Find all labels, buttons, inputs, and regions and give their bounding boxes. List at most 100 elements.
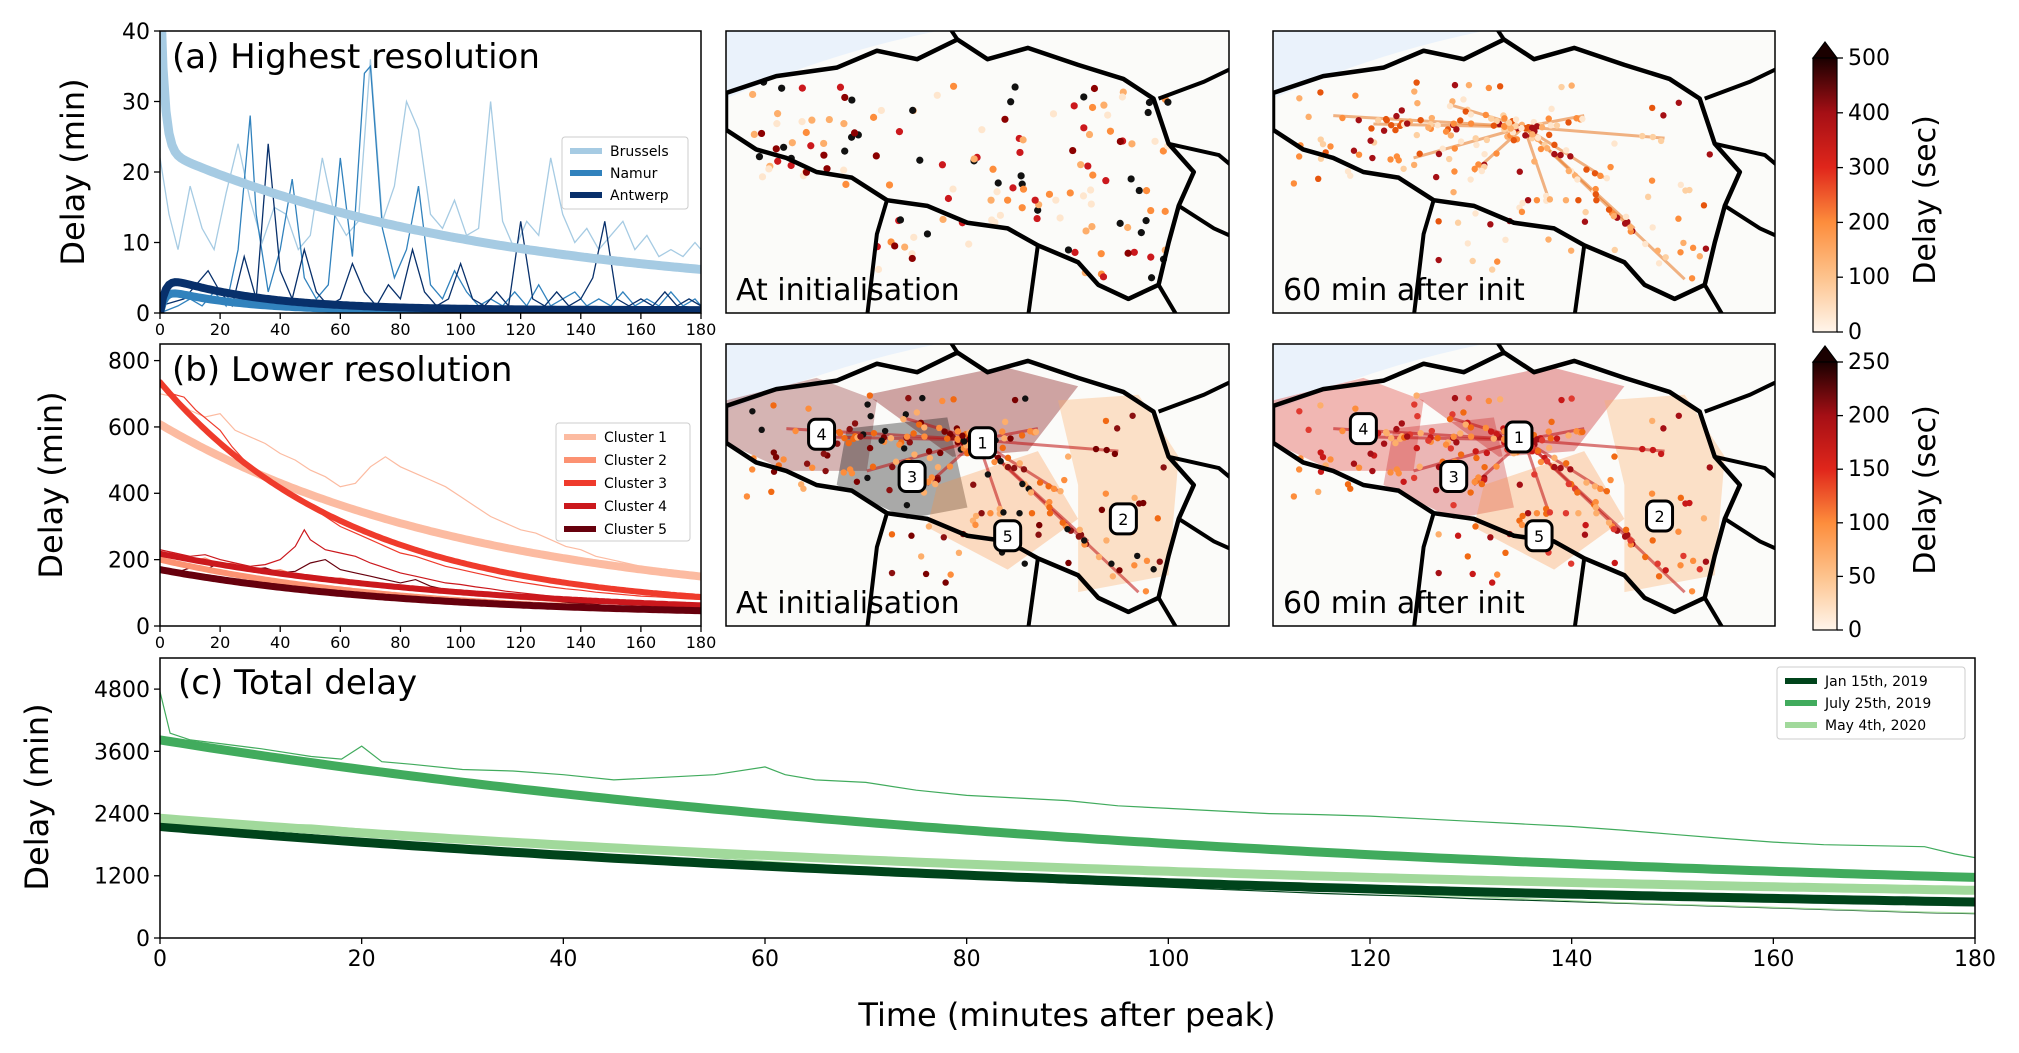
station-dot: [1435, 256, 1442, 264]
station-dot: [1315, 488, 1322, 496]
station-dot: [1142, 588, 1150, 595]
y-tick-label: 200: [108, 549, 150, 574]
panel-c-xlabel: Time (minutes after peak): [857, 996, 1275, 1034]
station-dot: [1545, 115, 1552, 122]
station-dot: [1568, 82, 1575, 89]
station-dot: [1124, 223, 1132, 232]
station-dot: [1428, 427, 1436, 435]
colorbar-tick-label: 200: [1848, 210, 1890, 235]
cluster-badge-label: 2: [1118, 510, 1128, 529]
station-dot: [1081, 537, 1088, 544]
station-dot: [1488, 266, 1496, 273]
station-dot: [994, 179, 1002, 187]
station-dot: [1460, 409, 1467, 416]
map-b-60min: 1 2 3 4 5 60 min after init: [1272, 343, 1776, 627]
station-dot: [1543, 145, 1551, 152]
station-dot: [1642, 240, 1649, 248]
fit-line-cluster-3: [160, 379, 701, 600]
cluster-badge: [1108, 502, 1138, 536]
station-dot: [840, 469, 847, 476]
x-tick-label: 140: [566, 320, 597, 339]
y-tick-label: 1200: [94, 865, 150, 890]
station-dot: [1655, 573, 1663, 580]
y-tick-label: 2400: [94, 802, 150, 827]
legend-entry: Cluster 1: [604, 430, 667, 446]
station-dot: [1478, 167, 1486, 175]
neighbour-border: [1723, 517, 1775, 551]
sea-area: [1273, 344, 1484, 412]
station-dot: [869, 113, 878, 121]
neighbour-border: [1412, 199, 1436, 313]
station-dot: [1551, 141, 1558, 149]
station-dot: [1082, 227, 1090, 235]
colorbar-gradient: [1812, 361, 1838, 631]
station-dot: [770, 402, 777, 409]
map-caption: At initialisation: [736, 586, 960, 621]
station-dot: [1457, 430, 1464, 437]
station-dot: [903, 501, 911, 509]
map-content: 1 2 3 4 5: [1273, 344, 1775, 626]
station-dot: [1472, 135, 1479, 142]
map-caption: At initialisation: [736, 273, 960, 308]
station-dot: [1128, 140, 1136, 148]
station-dot: [774, 157, 782, 165]
station-dot: [1567, 153, 1574, 160]
colorbar-label: Delay (sec): [1908, 405, 1943, 575]
station-dot: [792, 427, 799, 435]
station-dot: [1660, 425, 1667, 432]
station-dot: [864, 401, 871, 408]
station-dot: [1469, 257, 1476, 265]
station-dot: [1457, 138, 1465, 145]
station-dot: [947, 571, 954, 578]
station-dot: [1131, 494, 1138, 502]
station-dot: [1021, 560, 1028, 567]
station-dot: [949, 185, 957, 193]
station-dot: [1702, 558, 1710, 565]
station-dot: [1161, 207, 1169, 215]
station-dot: [940, 534, 947, 541]
station-dot: [1469, 570, 1476, 578]
x-tick-label: 20: [210, 633, 230, 652]
cluster-badge: [807, 417, 837, 451]
station-dot: [1103, 537, 1110, 544]
station-dot: [1649, 537, 1656, 544]
station-dot: [906, 439, 913, 446]
station-dot: [1531, 158, 1538, 165]
cluster-badge: [968, 426, 998, 460]
station-dot: [1558, 83, 1565, 91]
station-dot: [1080, 124, 1088, 132]
station-dot: [1621, 220, 1629, 227]
station-dot: [1639, 445, 1646, 453]
station-dot: [954, 428, 962, 435]
station-dot: [851, 420, 859, 427]
neighbour-border: [1026, 245, 1040, 313]
station-dot: [925, 523, 933, 530]
station-dot: [848, 96, 856, 104]
x-tick-label: 100: [445, 633, 476, 652]
station-dot: [1644, 193, 1652, 201]
station-dot: [987, 510, 994, 517]
station-dot: [1350, 147, 1358, 154]
station-dot: [1134, 552, 1141, 560]
station-dot: [938, 161, 947, 169]
station-dot: [1603, 488, 1611, 495]
station-dot: [1537, 145, 1545, 153]
station-dot: [922, 570, 930, 578]
station-dot: [1472, 448, 1479, 455]
station-dot: [1627, 537, 1634, 544]
y-tick-label: 4800: [94, 678, 150, 703]
station-dot: [997, 458, 1004, 465]
station-dot: [1512, 123, 1519, 130]
station-dot: [1019, 185, 1028, 193]
station-dot: [1079, 192, 1088, 200]
fit-line-antwerp: [160, 278, 701, 313]
station-dot: [1680, 552, 1687, 560]
station-dot: [1010, 464, 1018, 472]
station-dot: [825, 115, 833, 124]
station-dot: [972, 521, 979, 529]
map-content: 1 2 3 4 5: [726, 344, 1229, 626]
station-dot: [978, 510, 985, 517]
station-dot: [1537, 458, 1545, 466]
station-dot: [1472, 210, 1479, 217]
